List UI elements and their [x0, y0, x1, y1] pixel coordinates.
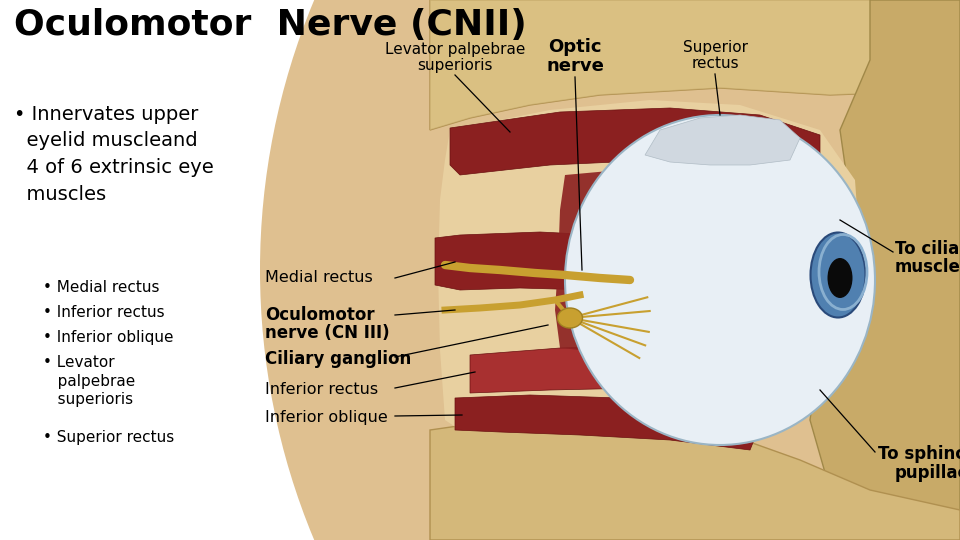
- Text: To ciliary: To ciliary: [895, 240, 960, 258]
- Polygon shape: [810, 0, 960, 540]
- Text: Oculomotor: Oculomotor: [265, 306, 374, 324]
- Polygon shape: [645, 115, 800, 165]
- Polygon shape: [430, 0, 960, 130]
- Polygon shape: [555, 170, 650, 350]
- Text: pupillae: pupillae: [895, 464, 960, 482]
- Ellipse shape: [828, 258, 852, 298]
- Text: rectus: rectus: [691, 56, 739, 71]
- Polygon shape: [435, 232, 620, 290]
- Text: Levator palpebrae: Levator palpebrae: [385, 42, 525, 57]
- Text: muscles: muscles: [895, 258, 960, 276]
- Text: • Levator
   palpebrae
   superioris: • Levator palpebrae superioris: [43, 355, 135, 407]
- Text: Inferior rectus: Inferior rectus: [265, 382, 378, 397]
- Ellipse shape: [558, 308, 583, 328]
- Polygon shape: [470, 345, 800, 395]
- Polygon shape: [430, 0, 960, 130]
- Text: Ciliary ganglion: Ciliary ganglion: [265, 350, 411, 368]
- Text: superioris: superioris: [418, 58, 492, 73]
- Text: • Innervates upper
  eyelid muscleand
  4 of 6 extrinsic eye
  muscles: • Innervates upper eyelid muscleand 4 of…: [14, 105, 214, 204]
- Text: • Medial rectus: • Medial rectus: [43, 280, 159, 295]
- Text: Superior: Superior: [683, 40, 748, 55]
- Text: Optic: Optic: [548, 38, 602, 56]
- Ellipse shape: [565, 115, 875, 445]
- Ellipse shape: [810, 233, 866, 318]
- Text: nerve: nerve: [546, 57, 604, 75]
- Polygon shape: [438, 100, 860, 435]
- Polygon shape: [450, 108, 820, 175]
- Text: • Inferior rectus: • Inferior rectus: [43, 305, 165, 320]
- Text: Medial rectus: Medial rectus: [265, 271, 372, 286]
- Text: • Superior rectus: • Superior rectus: [43, 430, 175, 445]
- Text: • Inferior oblique: • Inferior oblique: [43, 330, 174, 345]
- Polygon shape: [430, 415, 960, 540]
- Text: Oculomotor  Nerve (CNII): Oculomotor Nerve (CNII): [14, 8, 527, 42]
- Text: To sphincter: To sphincter: [878, 445, 960, 463]
- Wedge shape: [260, 0, 960, 540]
- Polygon shape: [455, 395, 760, 450]
- Text: Inferior oblique: Inferior oblique: [265, 410, 388, 425]
- Text: nerve (CN III): nerve (CN III): [265, 324, 390, 342]
